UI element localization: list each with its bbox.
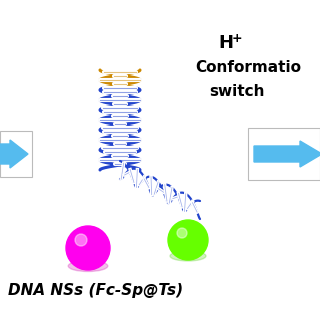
Polygon shape <box>136 169 152 195</box>
Polygon shape <box>100 80 140 90</box>
Text: Conformatio: Conformatio <box>195 60 301 75</box>
Circle shape <box>66 226 110 270</box>
Polygon shape <box>100 90 140 100</box>
Text: +: + <box>232 32 243 45</box>
Polygon shape <box>168 185 185 211</box>
Polygon shape <box>100 160 140 170</box>
FancyArrow shape <box>0 140 28 168</box>
Circle shape <box>168 220 208 260</box>
Bar <box>0 131 32 177</box>
FancyArrow shape <box>254 141 320 167</box>
Polygon shape <box>100 150 140 160</box>
Polygon shape <box>100 120 140 130</box>
Polygon shape <box>100 100 140 110</box>
Polygon shape <box>100 130 140 140</box>
Bar <box>248 128 320 180</box>
Polygon shape <box>100 110 140 120</box>
Polygon shape <box>100 140 140 150</box>
Text: switch: switch <box>209 84 265 99</box>
Ellipse shape <box>68 260 108 271</box>
Text: H: H <box>218 34 233 52</box>
Polygon shape <box>120 161 136 187</box>
Polygon shape <box>152 177 168 203</box>
Polygon shape <box>100 70 140 80</box>
Ellipse shape <box>170 251 206 261</box>
Circle shape <box>75 234 87 246</box>
Text: DNA NSs (Fc-Sp@Ts): DNA NSs (Fc-Sp@Ts) <box>8 283 183 298</box>
Polygon shape <box>184 193 200 219</box>
Circle shape <box>177 228 187 238</box>
